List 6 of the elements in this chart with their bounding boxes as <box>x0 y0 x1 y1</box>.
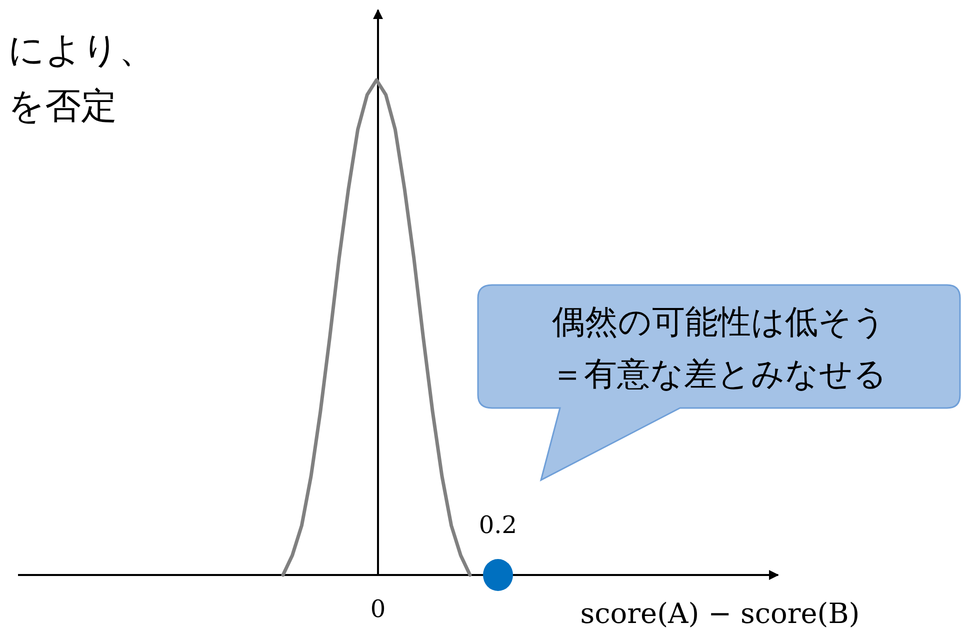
text: により、 <box>8 30 155 71</box>
text: 0.2 <box>478 511 518 539</box>
callout: 偶然の可能性は低そう＝有意な差とみなせる <box>477 284 961 481</box>
text: を否定 <box>8 86 117 127</box>
text: 0 <box>370 595 386 623</box>
x-axis-title: score(A) − score(B) <box>580 597 860 630</box>
